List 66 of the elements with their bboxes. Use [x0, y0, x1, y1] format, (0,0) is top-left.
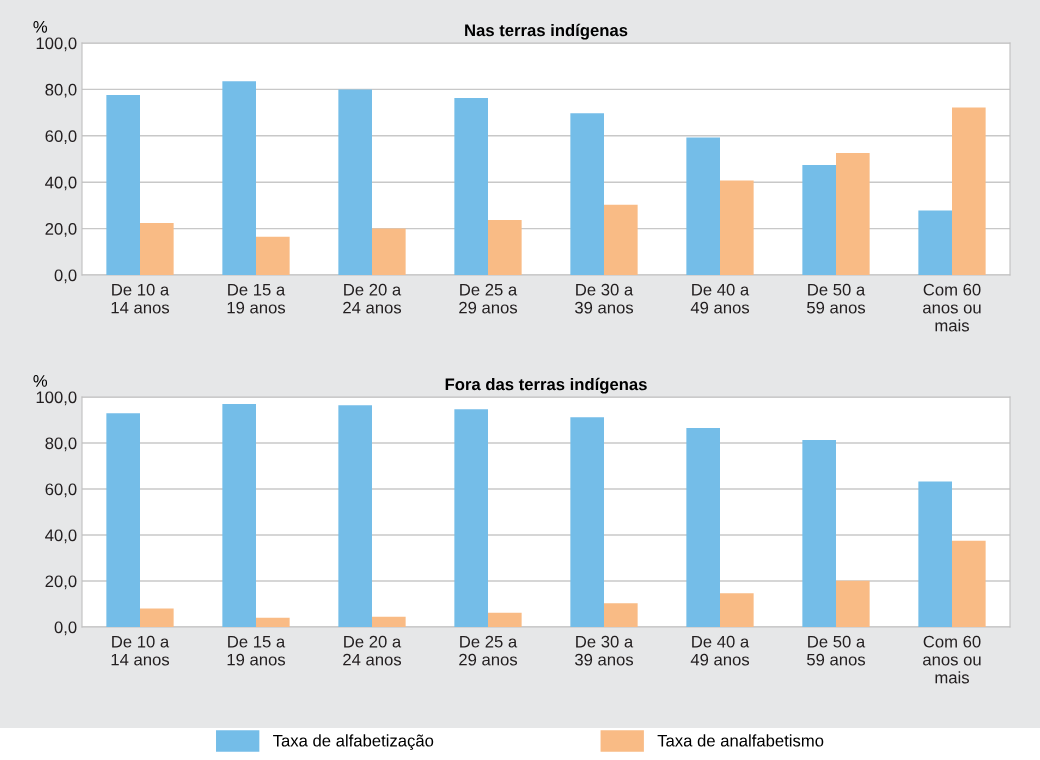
chart-title: Nas terras indígenas [465, 23, 628, 40]
bar [570, 417, 604, 627]
y-axis-title: % [33, 21, 48, 33]
x-tick-label: De 25 a 29 anos [459, 635, 518, 666]
x-tick-label: De 15 a 19 anos [227, 635, 286, 666]
y-tick-label: 60,0 [45, 483, 77, 498]
y-tick-label: 0,0 [54, 269, 77, 284]
bar [686, 428, 720, 627]
y-tick-label: 0,0 [54, 621, 77, 636]
bar [604, 603, 638, 627]
x-tick-label: De 25 a 29 anos [459, 283, 518, 314]
bar [488, 612, 522, 627]
bar [918, 481, 952, 627]
y-tick-label: 100,0 [36, 37, 77, 52]
bar [836, 580, 870, 627]
legend-label: Taxa de alfabetização [273, 734, 434, 750]
x-tick-label: De 40 a 49 anos [690, 635, 750, 666]
y-tick-label: 20,0 [45, 575, 77, 590]
bar [802, 165, 836, 275]
chart-title: Fora das terras indígenas [445, 377, 647, 394]
bar [686, 137, 720, 275]
bar [604, 204, 638, 275]
x-tick-label: Com 60 anos ou mais [923, 635, 981, 684]
legend-label: Taxa de analfabetismo [657, 734, 824, 747]
bar [454, 409, 488, 627]
x-tick-label: De 20 a 24 anos [343, 635, 402, 666]
x-tick-label: De 50 a 59 anos [807, 635, 866, 666]
bar [222, 81, 256, 275]
x-tick-label: De 30 a 39 anos [574, 635, 634, 666]
bar [372, 616, 406, 627]
y-tick-label: 80,0 [45, 83, 77, 98]
x-tick-label: De 30 a 39 anos [574, 283, 634, 314]
bar [256, 617, 290, 627]
bar [140, 223, 174, 275]
bar [372, 228, 406, 275]
bar [140, 608, 174, 627]
bar [106, 94, 140, 275]
y-tick-label: 60,0 [45, 130, 77, 144]
bar [952, 107, 986, 275]
y-tick-label: 20,0 [45, 223, 77, 237]
bar [454, 97, 488, 275]
bar [338, 89, 372, 275]
bar [106, 413, 140, 627]
y-tick-label: 40,0 [45, 529, 77, 544]
x-tick-label: De 40 a 49 anos [690, 283, 750, 314]
y-tick-label: 80,0 [45, 437, 77, 452]
bar [720, 180, 754, 275]
bar [256, 236, 290, 275]
x-tick-label: De 20 a 24 anos [343, 283, 402, 314]
bar [338, 405, 372, 627]
bar [720, 593, 754, 627]
bar [836, 152, 870, 275]
x-tick-label: De 50 a 59 anos [807, 283, 866, 314]
y-tick-label: 40,0 [45, 176, 77, 191]
x-tick-label: Com 60 anos ou mais [923, 283, 981, 332]
bar [488, 220, 522, 275]
bar [222, 403, 256, 627]
y-axis-title: % [33, 375, 48, 387]
bar [570, 113, 604, 275]
x-tick-label: De 10 a 14 anos [111, 283, 170, 314]
y-tick-label: 100,0 [36, 391, 77, 406]
bar [802, 440, 836, 627]
x-tick-label: De 15 a 19 anos [227, 283, 286, 314]
bar [918, 210, 952, 275]
x-tick-label: De 10 a 14 anos [111, 635, 170, 666]
bar [952, 540, 986, 627]
